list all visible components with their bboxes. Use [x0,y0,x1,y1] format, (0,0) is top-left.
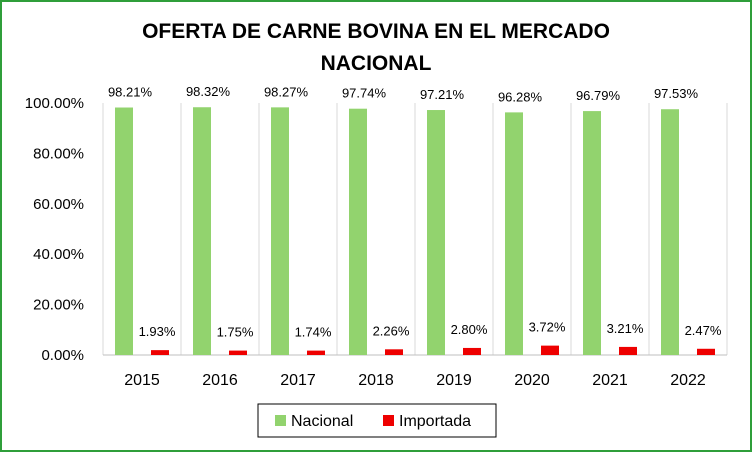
data-label-importada: 2.26% [373,323,410,338]
bar-nacional [271,107,289,356]
y-axis: 0.00% 20.00% 40.00% 60.00% 80.00% 100.00% [25,95,84,364]
bar-nacional [115,107,133,355]
y-tick-label: 20.00% [33,297,84,314]
data-label-nacional: 98.21% [108,85,153,100]
bar-nacional [661,109,679,356]
bar-importada [463,347,481,355]
bar-importada [619,346,637,355]
x-tick-label: 2018 [358,372,394,389]
x-tick-label: 2022 [670,372,706,389]
data-label-importada: 1.74% [295,325,332,340]
data-label-nacional: 97.53% [654,86,699,101]
bar-importada [385,349,403,355]
bar-importada [229,350,247,355]
x-tick-label: 2019 [436,372,472,389]
chart-title-line-2: NACIONAL [321,52,432,75]
x-tick-label: 2021 [592,372,628,389]
legend: Nacional Importada [257,403,497,438]
x-tick-label: 2015 [124,372,160,389]
legend-label: Nacional [291,413,353,430]
data-label-importada: 2.47% [685,323,722,338]
legend-label: Importada [399,413,471,430]
data-label-nacional: 97.21% [420,87,465,102]
y-tick-label: 80.00% [33,145,84,162]
data-label-nacional: 96.79% [576,88,621,103]
x-tick-label: 2017 [280,372,316,389]
chart-title-line-1: OFERTA DE CARNE BOVINA EN EL MERCADO [142,20,610,43]
x-tick-label: 2016 [202,372,238,389]
data-label-importada: 2.80% [451,322,488,337]
bar-nacional [427,110,445,356]
data-label-importada: 3.21% [607,321,644,336]
bars [115,107,715,356]
bar-importada [307,350,325,355]
y-tick-label: 60.00% [33,196,84,213]
data-label-importada: 1.93% [139,324,176,339]
y-tick-label: 100.00% [25,95,84,112]
bar-importada [151,350,169,355]
data-label-nacional: 97.74% [342,86,387,101]
bar-nacional [349,108,367,356]
data-label-importada: 3.72% [529,320,566,335]
x-tick-label: 2020 [514,372,550,389]
bar-nacional [505,112,523,356]
x-axis: 2015 2016 2017 2018 2019 2020 2021 2022 [124,372,706,389]
data-labels: 98.21% 1.93% 98.32% 1.75% 98.27% 1.74% 97.74% 2… [108,84,722,339]
bar-importada [541,345,559,355]
data-label-nacional: 98.27% [264,84,309,99]
data-label-nacional: 96.28% [498,89,543,104]
bar-nacional [583,111,601,355]
y-tick-label: 0.00% [41,347,84,364]
legend-swatch [383,415,394,426]
legend-swatch [275,415,286,426]
legend-box [257,403,497,438]
bar-nacional [193,107,211,355]
bar-importada [697,348,715,355]
data-label-nacional: 98.32% [186,84,231,99]
y-tick-label: 40.00% [33,246,84,263]
data-label-importada: 1.75% [217,325,254,340]
